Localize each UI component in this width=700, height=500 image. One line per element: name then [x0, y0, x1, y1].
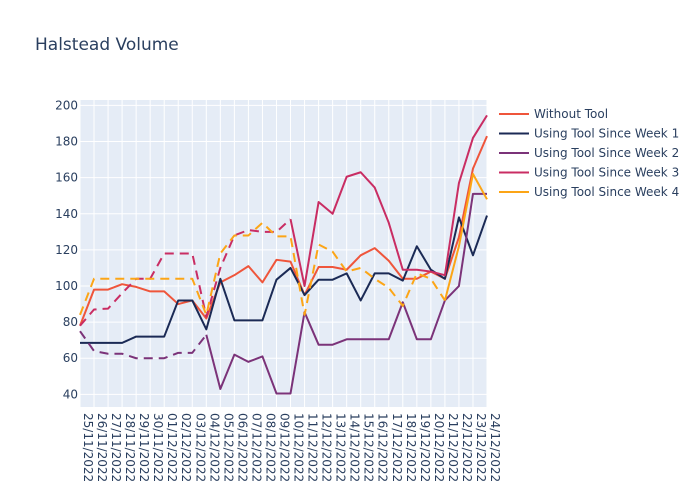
- x-axis: 25/11/2022 26/11/2022 27/11/2022 28/11/2022…: [81, 413, 502, 482]
- series-line-5: [443, 173, 488, 301]
- y-axis: 40 60 80 100 120 140 160 180 200: [55, 98, 78, 401]
- x-tick-label: 03/12/2022: [193, 413, 207, 482]
- legend-label: Using Tool Since Week 2: [534, 146, 679, 160]
- x-tick-label: 12/12/2022: [320, 413, 334, 482]
- x-tick-label: 13/12/2022: [334, 413, 348, 482]
- x-tick-label: 28/11/2022: [123, 413, 137, 482]
- x-tick-label: 22/12/2022: [460, 413, 474, 482]
- y-tick-label: 200: [55, 98, 78, 112]
- x-tick-label: 19/12/2022: [418, 413, 432, 482]
- legend-label: Without Tool: [534, 107, 608, 121]
- y-tick-label: 40: [63, 387, 78, 401]
- legend-label: Using Tool Since Week 4: [534, 185, 679, 199]
- series-line-3: [205, 192, 487, 395]
- x-tick-label: 20/12/2022: [432, 413, 446, 482]
- x-tick-label: 25/11/2022: [81, 413, 95, 482]
- x-tick-label: 21/12/2022: [446, 413, 460, 482]
- plot-area: [80, 100, 487, 407]
- x-tick-label: 27/11/2022: [109, 413, 123, 482]
- x-tick-label: 15/12/2022: [362, 413, 376, 482]
- series-line-2: [80, 215, 488, 344]
- x-tick-label: 29/11/2022: [137, 413, 151, 482]
- series-line-3-dashed: [79, 330, 208, 360]
- x-tick-label: 04/12/2022: [207, 413, 221, 482]
- y-tick-label: 80: [63, 315, 78, 329]
- x-tick-label: 10/12/2022: [292, 413, 306, 482]
- y-tick-label: 180: [55, 135, 78, 149]
- legend-label: Using Tool Since Week 3: [534, 166, 679, 180]
- x-tick-label: 17/12/2022: [390, 413, 404, 482]
- x-tick-label: 23/12/2022: [474, 413, 488, 482]
- series-line-1: [79, 135, 488, 327]
- series-line-4: [289, 114, 488, 288]
- legend: Without Tool Using Tool Since Week 1 Using…: [499, 107, 679, 199]
- x-tick-label: 08/12/2022: [263, 413, 277, 482]
- x-tick-label: 11/12/2022: [306, 413, 320, 482]
- y-tick-label: 100: [55, 279, 78, 293]
- y-tick-label: 60: [63, 351, 78, 365]
- y-tick-label: 160: [55, 171, 78, 185]
- series-line-4-dashed: [79, 218, 292, 327]
- y-tick-label: 140: [55, 207, 78, 221]
- x-tick-label: 18/12/2022: [404, 413, 418, 482]
- x-tick-label: 14/12/2022: [348, 413, 362, 482]
- legend-label: Using Tool Since Week 1: [534, 127, 679, 141]
- x-tick-label: 02/12/2022: [179, 413, 193, 482]
- x-tick-label: 01/12/2022: [165, 413, 179, 482]
- x-tick-label: 16/12/2022: [376, 413, 390, 482]
- series-line-5-dashed: [79, 221, 446, 316]
- x-tick-label: 09/12/2022: [277, 413, 291, 482]
- x-tick-label: 30/11/2022: [151, 413, 165, 482]
- x-tick-label: 07/12/2022: [249, 413, 263, 482]
- series-lines: [79, 114, 488, 395]
- x-tick-label: 26/11/2022: [95, 413, 109, 482]
- x-tick-label: 06/12/2022: [235, 413, 249, 482]
- x-tick-label: 24/12/2022: [488, 413, 502, 482]
- y-tick-label: 120: [55, 243, 78, 257]
- chart-title: Halstead Volume: [35, 35, 179, 55]
- x-tick-label: 05/12/2022: [221, 413, 235, 482]
